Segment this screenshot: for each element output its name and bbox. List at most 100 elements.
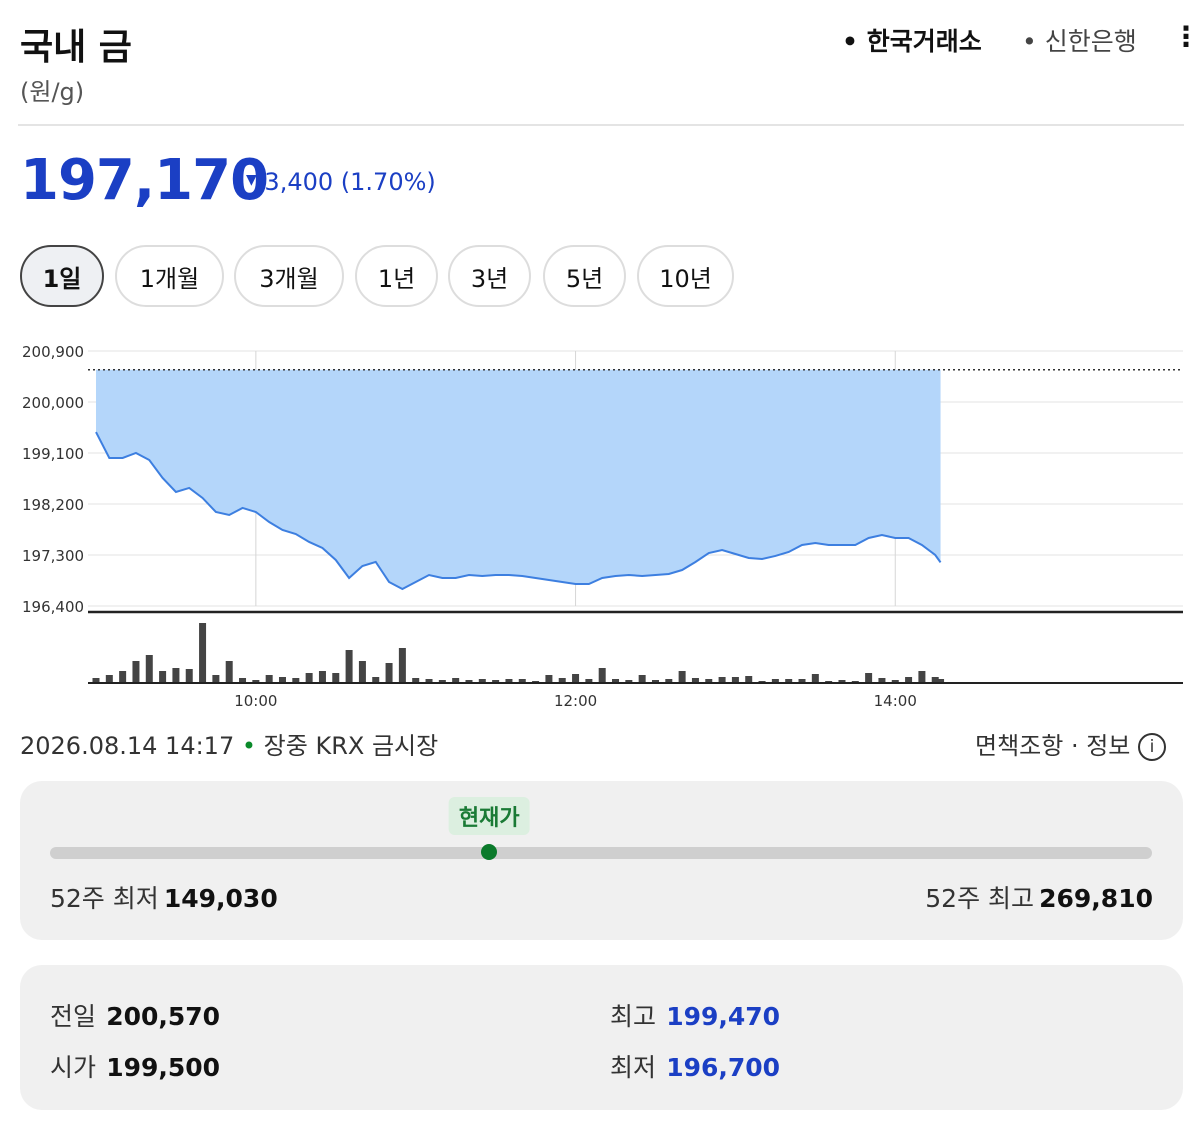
volume-bar <box>465 680 473 683</box>
volume-bar <box>811 674 819 683</box>
period-tab[interactable]: 10년 <box>637 245 734 307</box>
x-tick-label: 12:00 <box>554 692 597 710</box>
volume-bar <box>132 661 140 683</box>
volume-bar <box>891 680 899 683</box>
volume-bar <box>92 678 100 683</box>
volume-bar <box>558 678 566 683</box>
source-label: 한국거래소 <box>866 27 982 56</box>
x-tick-label: 10:00 <box>234 692 277 710</box>
volume-bar <box>918 671 926 683</box>
volume-bar <box>937 679 945 683</box>
volume-bar <box>572 674 580 683</box>
stat-value: 196,700 <box>666 1053 781 1082</box>
volume-bar <box>492 680 500 683</box>
y-tick-label: 199,100 <box>22 445 84 463</box>
stat-value: 200,570 <box>106 1002 221 1031</box>
stat-value: 199,470 <box>666 1002 781 1031</box>
x-tick-label: 14:00 <box>874 692 917 710</box>
volume-bar <box>265 675 273 683</box>
y-tick-label: 198,200 <box>22 496 84 514</box>
title: 국내 금 <box>20 27 132 68</box>
stat-label: 시가 <box>50 1053 97 1082</box>
volume-bar <box>665 679 673 683</box>
period-tab[interactable]: 3개월 <box>234 245 344 307</box>
market-state: 장중 <box>263 732 308 760</box>
period-tab[interactable]: 1개월 <box>115 245 224 307</box>
timestamp: 2026.08.14 14:17 <box>20 732 235 760</box>
volume-bar <box>412 678 420 683</box>
stats-card: 전일 200,570 최고 199,470 시가 199,500 최저 196,… <box>20 965 1183 1110</box>
high-label: 52주 최고 <box>925 884 1035 913</box>
volume-bar <box>838 680 846 683</box>
low-value: 149,030 <box>163 884 278 913</box>
volume-bar <box>385 663 393 683</box>
volume-bar <box>318 671 326 683</box>
info-link[interactable]: 면책조항 · 정보 i <box>975 726 1167 761</box>
period-tab[interactable]: 1일 <box>20 245 104 307</box>
volume-bar <box>185 669 193 683</box>
period-tab[interactable]: 1년 <box>355 245 438 307</box>
volume-bar <box>172 668 180 683</box>
stat-label: 최저 <box>610 1053 657 1082</box>
links: 면책조항 · 정보 <box>975 732 1131 760</box>
unit: (원/g) <box>20 78 85 106</box>
volume-bar <box>931 677 939 683</box>
volume-bar <box>651 680 659 683</box>
volume-bar <box>731 677 739 683</box>
volume-bar <box>159 671 167 683</box>
volume-bar <box>145 655 153 683</box>
volume-bar <box>398 648 406 683</box>
status: 2026.08.14 14:17 • 장중 KRX 금시장 <box>20 726 438 761</box>
chart: 196,400 197,300 198,200 199,100 200,000 200,9… <box>22 343 1183 710</box>
more-menu[interactable]: ⋮ <box>1172 20 1200 53</box>
volume-bar <box>598 668 606 683</box>
down-arrow: ▼ <box>246 172 257 188</box>
volume-bar <box>438 680 446 683</box>
source-tab[interactable]: • 한국거래소 <box>842 27 982 56</box>
volume-bar <box>638 675 646 683</box>
price-change: ▼ 3,400 (1.70%) <box>246 168 436 196</box>
y-tick-label: 197,300 <box>22 547 84 565</box>
volume-bar <box>345 650 353 683</box>
high-52w: 52주 최고 269,810 <box>925 879 1153 915</box>
y-tick-label: 200,000 <box>22 394 84 412</box>
volume-bar <box>119 671 127 683</box>
price-line <box>95 431 942 591</box>
volume-bar <box>478 679 486 683</box>
volume-bar <box>545 675 553 683</box>
volume-bar <box>625 680 633 683</box>
volume-bar <box>771 679 779 683</box>
area-fill <box>95 369 941 589</box>
volume-bar <box>505 679 513 683</box>
volume-bar <box>358 661 366 683</box>
volume-bar <box>425 679 433 683</box>
volume-bar <box>372 677 380 683</box>
y-tick-label: 200,900 <box>22 343 84 361</box>
volume-bar <box>878 678 886 683</box>
divider <box>18 124 1184 126</box>
volume-bar <box>905 677 913 683</box>
volume-bar <box>292 678 300 683</box>
period-tab[interactable]: 3년 <box>448 245 531 307</box>
volume-bar <box>305 673 313 683</box>
volume-bar <box>612 679 620 683</box>
market: KRX 금시장 <box>315 732 439 760</box>
volume-bar <box>452 678 460 683</box>
range-track <box>50 847 1152 859</box>
current-price: 197,170 <box>20 148 269 213</box>
high-value: 269,810 <box>1039 884 1153 913</box>
change-pct: (1.70%) <box>340 168 436 196</box>
period-tab[interactable]: 5년 <box>543 245 626 307</box>
volume-bar <box>225 661 233 683</box>
volume-bar <box>105 675 113 683</box>
volume-bar <box>745 676 753 683</box>
volume-bar <box>332 673 340 683</box>
volume-bar <box>212 675 220 683</box>
source-tab[interactable]: • 신한은행 <box>1022 27 1137 56</box>
volume-bar <box>718 677 726 683</box>
volume-bar <box>785 679 793 683</box>
low-52w: 52주 최저 149,030 <box>50 879 278 915</box>
volume-bar <box>199 623 207 683</box>
volume-bar <box>705 679 713 683</box>
